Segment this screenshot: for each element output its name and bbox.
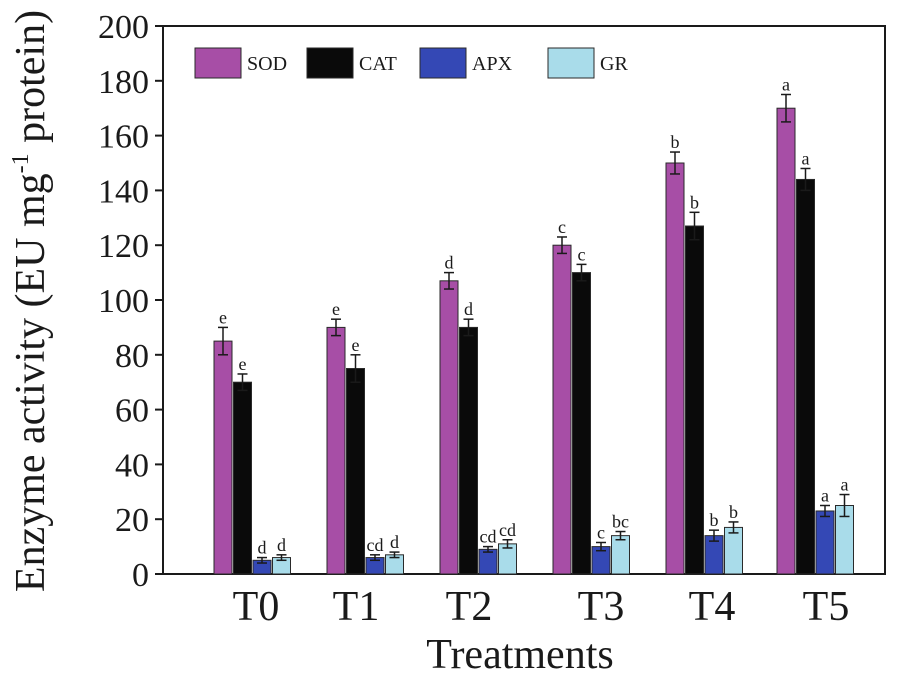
y-tick-label: 120 <box>98 228 149 265</box>
y-tick-label: 0 <box>132 557 149 594</box>
significance-label: d <box>464 299 473 319</box>
bar-group-t2: d d cd cd <box>439 253 517 575</box>
legend-label-apx: APX <box>472 53 513 75</box>
y-axis-title-main: Enzyme activity (EU mg <box>8 173 54 592</box>
significance-label: b <box>690 192 699 212</box>
x-tick-label: T3 <box>578 584 625 630</box>
significance-label: d <box>258 538 267 558</box>
y-tick-label: 200 <box>98 9 149 46</box>
significance-label: d <box>277 535 286 555</box>
bar-gr-t4 <box>724 526 743 575</box>
bar-sod-t2 <box>439 280 459 575</box>
significance-label: a <box>841 475 849 495</box>
bar-apx-t5 <box>815 510 835 575</box>
significance-label: d <box>390 532 399 552</box>
y-tick-label: 40 <box>115 447 149 484</box>
bar-group-t0: e e d d <box>213 307 291 575</box>
significance-label: cd <box>367 535 384 555</box>
bar-sod-t3 <box>552 244 572 575</box>
legend-swatch-cat <box>306 47 354 79</box>
significance-label: c <box>578 244 586 264</box>
significance-label: c <box>597 522 605 542</box>
significance-label: cd <box>499 520 516 540</box>
x-tick-label: T2 <box>446 584 493 630</box>
y-tick-label: 100 <box>98 283 149 320</box>
significance-label: d <box>445 253 454 273</box>
y-axis: 0 20 40 60 80 100 120 140 160 180 200 <box>98 9 163 594</box>
bar-group-t1: ee cd d <box>326 299 404 575</box>
bar-sod-t0 <box>213 340 233 575</box>
y-axis-title-tail: protein) <box>8 10 54 153</box>
y-tick-label: 140 <box>98 173 149 210</box>
legend-label-gr: GR <box>600 53 628 75</box>
bar-cat-t2 <box>459 326 478 575</box>
x-tick-label: T5 <box>803 584 850 630</box>
x-tick-label: T1 <box>333 584 380 630</box>
y-tick-label: 20 <box>115 502 149 539</box>
significance-label: b <box>671 132 680 152</box>
significance-label: cd <box>480 527 497 547</box>
bar-cat-t5 <box>796 178 815 575</box>
legend-label-cat: CAT <box>359 53 397 75</box>
bar-cat-t0 <box>233 381 252 575</box>
x-axis: T0 T1 T2 T3 T4 T5 <box>233 584 850 630</box>
legend-swatch-apx <box>419 47 467 79</box>
x-axis-title: Treatments <box>426 632 613 677</box>
significance-label: e <box>239 354 247 374</box>
significance-label: b <box>710 510 719 530</box>
bar-cat-t4 <box>685 225 704 575</box>
significance-label: e <box>352 335 360 355</box>
significance-label: c <box>558 217 566 237</box>
significance-label: e <box>332 299 340 319</box>
bar-sod-t5 <box>776 107 796 575</box>
significance-label: a <box>782 75 790 95</box>
bar-sod-t4 <box>665 162 685 575</box>
x-tick-label: T4 <box>689 584 736 630</box>
legend-swatch-sod <box>194 47 242 79</box>
y-axis-title: Enzyme activity (EU mg-1 protein) <box>8 10 54 592</box>
y-tick-label: 80 <box>115 338 149 375</box>
bar-group-t4: bbb b <box>665 132 743 575</box>
bar-cat-t3 <box>572 272 591 575</box>
bar-cat-t1 <box>346 368 365 575</box>
significance-label: a <box>821 486 829 506</box>
legend: SOD CAT APX GR <box>194 47 628 79</box>
x-tick-label: T0 <box>233 584 280 630</box>
bar-sod-t1 <box>326 326 346 575</box>
significance-label: bc <box>612 512 629 532</box>
significance-label: b <box>729 502 738 522</box>
significance-label: e <box>219 307 227 327</box>
y-tick-label: 160 <box>98 119 149 156</box>
bar-apx-t2 <box>478 548 498 575</box>
legend-swatch-gr <box>547 47 595 79</box>
significance-label: a <box>802 148 810 168</box>
y-tick-label: 180 <box>98 64 149 101</box>
legend-label-sod: SOD <box>247 53 287 75</box>
bar-gr-t3 <box>611 535 630 575</box>
y-tick-label: 60 <box>115 393 149 430</box>
y-axis-title-sup: -1 <box>8 153 34 173</box>
